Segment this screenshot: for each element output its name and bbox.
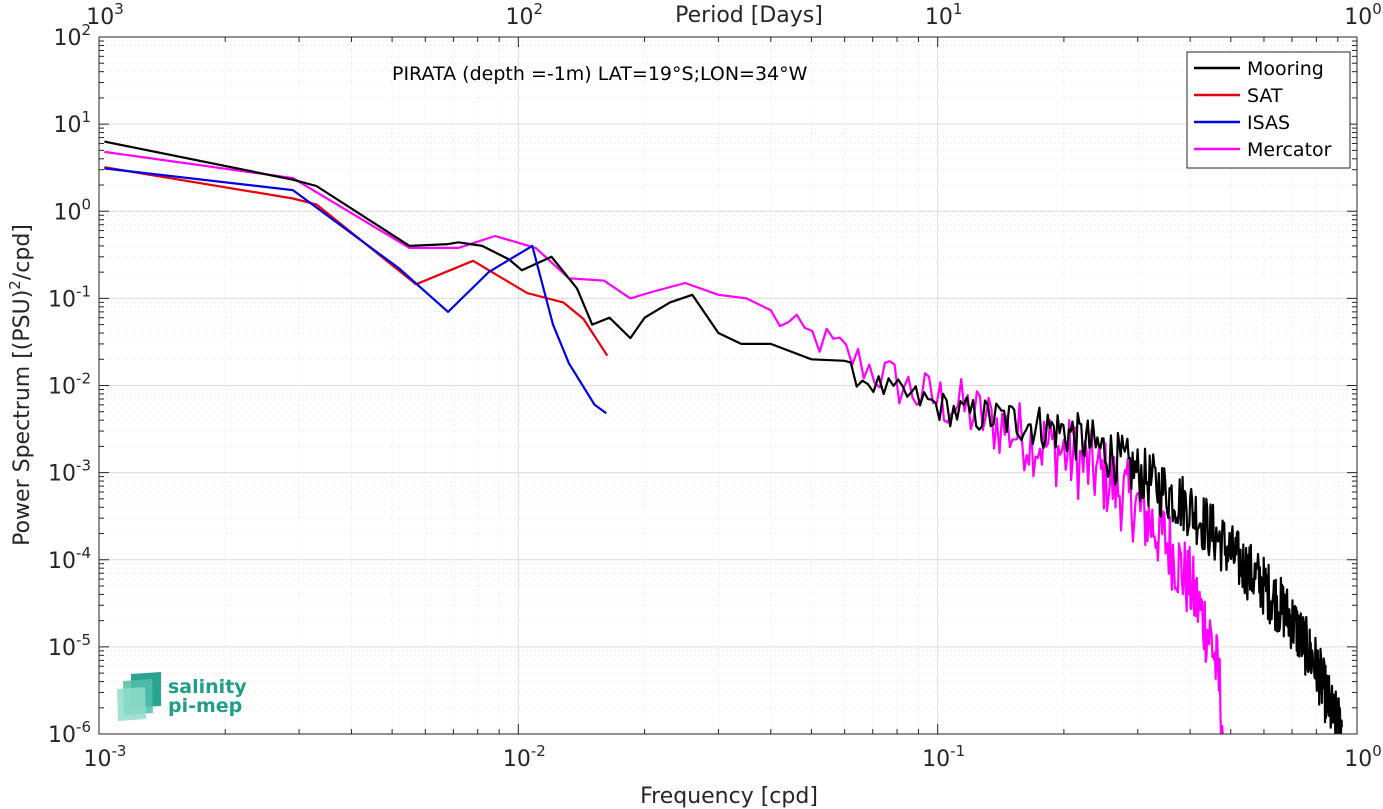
top-tick-label: 103 bbox=[86, 0, 124, 30]
legend-label-mooring: Mooring bbox=[1247, 58, 1324, 80]
logo-mark-icon bbox=[117, 672, 161, 721]
x-tick-label: 10-1 bbox=[922, 742, 965, 772]
x-tick-label: 100 bbox=[1344, 742, 1382, 772]
y-axis-title: Power Spectrum [(PSU)2/cpd] bbox=[6, 224, 35, 546]
logo-text-line1: salinity bbox=[168, 676, 247, 698]
legend-label-mercator: Mercator bbox=[1247, 139, 1332, 161]
top-axis-title: Period [Days] bbox=[675, 3, 823, 28]
y-axis-title-tail: /cpd] bbox=[10, 224, 35, 280]
y-tick-label: 10-6 bbox=[48, 718, 91, 748]
y-axis-title-main: Power Spectrum [(PSU) bbox=[10, 290, 35, 546]
top-tick-label: 101 bbox=[925, 0, 963, 30]
top-tick-label: 100 bbox=[1344, 0, 1382, 30]
salinity-pi-mep-logo: salinity pi-mep bbox=[117, 672, 247, 721]
top-tick-label: 102 bbox=[506, 0, 544, 30]
grid-major bbox=[98, 37, 1357, 735]
series-line-sat bbox=[104, 166, 609, 357]
series-line-mooring bbox=[104, 140, 1343, 734]
series-layer bbox=[104, 140, 1343, 734]
x-tick-label: 10-2 bbox=[503, 742, 546, 772]
y-tick-label: 10-5 bbox=[48, 631, 91, 661]
y-tick-label: 102 bbox=[53, 21, 91, 51]
y-tick-label: 10-3 bbox=[48, 457, 91, 487]
x-axis-title: Frequency [cpd] bbox=[640, 784, 818, 809]
legend-label-sat: SAT bbox=[1247, 85, 1283, 107]
x-tick-label: 10-3 bbox=[84, 742, 127, 772]
series-line-isas bbox=[104, 167, 607, 415]
legend: Mooring SAT ISAS Mercator bbox=[1186, 51, 1351, 169]
y-tick-label: 10-2 bbox=[48, 370, 91, 400]
legend-label-isas: ISAS bbox=[1247, 112, 1290, 134]
y-tick-label: 101 bbox=[53, 108, 91, 138]
axis-ticks bbox=[98, 36, 1358, 735]
y-tick-label: 100 bbox=[53, 195, 91, 225]
y-tick-label: 10-4 bbox=[48, 544, 91, 574]
chart-annotation: PIRATA (depth =-1m) LAT=19°S;LON=34°W bbox=[392, 63, 808, 85]
y-tick-label: 10-1 bbox=[48, 282, 91, 312]
y-axis-title-sup: 2 bbox=[6, 280, 24, 290]
logo-text-line2: pi-mep bbox=[168, 695, 242, 717]
